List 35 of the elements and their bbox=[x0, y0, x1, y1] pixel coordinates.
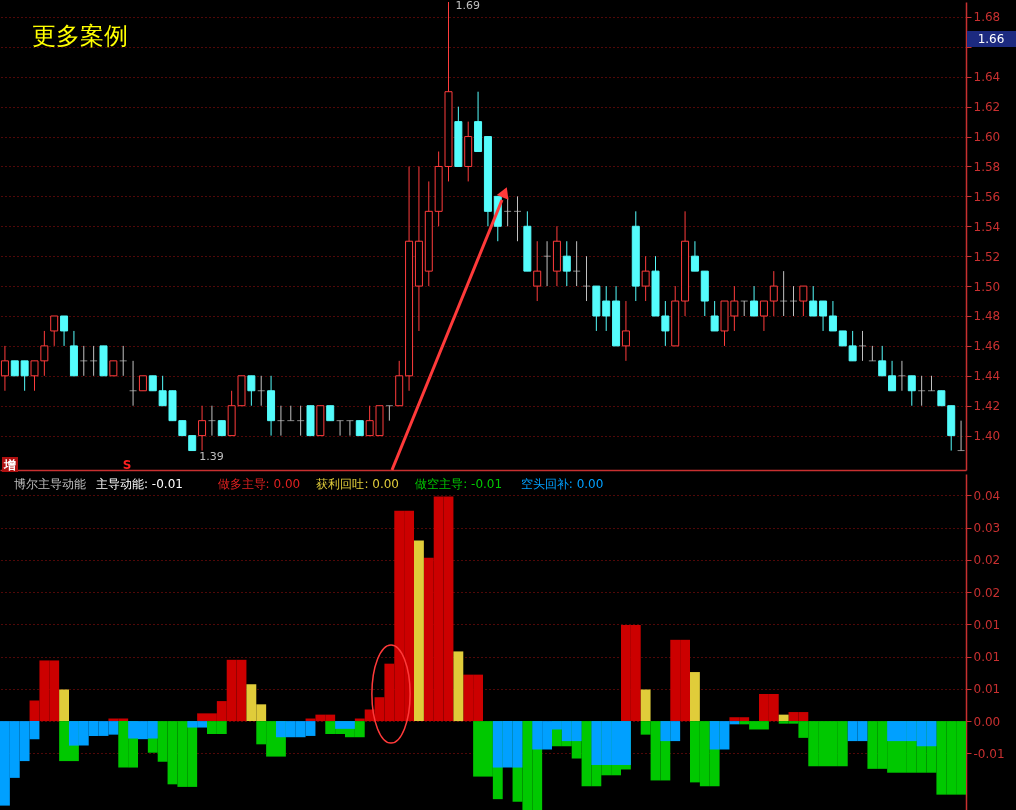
y-tick-label: 1.44 bbox=[973, 369, 1001, 384]
chart-subtitle: 主导动能: -0.01 bbox=[96, 477, 183, 491]
y-tick-label: 0.02 bbox=[973, 585, 1001, 600]
annotation: 1.69 bbox=[455, 0, 480, 12]
text: 更多案例 bbox=[32, 22, 128, 50]
text: 1.66 bbox=[977, 32, 1005, 46]
y-tick-label: 1.56 bbox=[973, 189, 1001, 204]
y-tick-label: 1.52 bbox=[973, 249, 1001, 264]
y-tick-label: 1.40 bbox=[973, 429, 1001, 444]
y-tick-label: 0.03 bbox=[973, 521, 1001, 536]
y-tick-label: 1.48 bbox=[973, 309, 1001, 324]
y-tick-label: 0.01 bbox=[973, 682, 1001, 697]
y-tick-label: 1.42 bbox=[973, 399, 1001, 414]
text: 获利回吐: 0.00 bbox=[316, 477, 399, 491]
y-tick-label: 1.54 bbox=[973, 219, 1001, 234]
text: 空头回补: 0.00 bbox=[520, 477, 604, 491]
annotation: S bbox=[122, 458, 132, 472]
text: 做多主导: 0.00 bbox=[217, 477, 301, 491]
y-tick-label: 1.58 bbox=[973, 159, 1001, 174]
y-tick-label: 1.68 bbox=[973, 10, 1001, 25]
y-tick-label: 1.62 bbox=[973, 100, 1001, 115]
y-tick-label: 1.64 bbox=[973, 70, 1001, 85]
annotation: 增 bbox=[3, 458, 16, 472]
y-tick-label: 1.60 bbox=[973, 130, 1001, 145]
y-tick-label: -0.01 bbox=[973, 746, 1005, 761]
y-tick-label: 1.46 bbox=[973, 339, 1001, 354]
chart-title: 博尔主导动能 bbox=[14, 477, 86, 491]
y-tick-label: 1.50 bbox=[973, 279, 1001, 294]
y-tick-label: 0.00 bbox=[973, 714, 1001, 729]
y-tick-label: 0.04 bbox=[973, 488, 1001, 503]
y-tick-label: 0.01 bbox=[973, 617, 1001, 632]
y-tick-label: 0.02 bbox=[973, 553, 1001, 568]
y-tick-label: 0.01 bbox=[973, 650, 1001, 665]
text: 做空主导: -0.01 bbox=[415, 477, 503, 491]
annotation: 1.39 bbox=[199, 449, 224, 463]
